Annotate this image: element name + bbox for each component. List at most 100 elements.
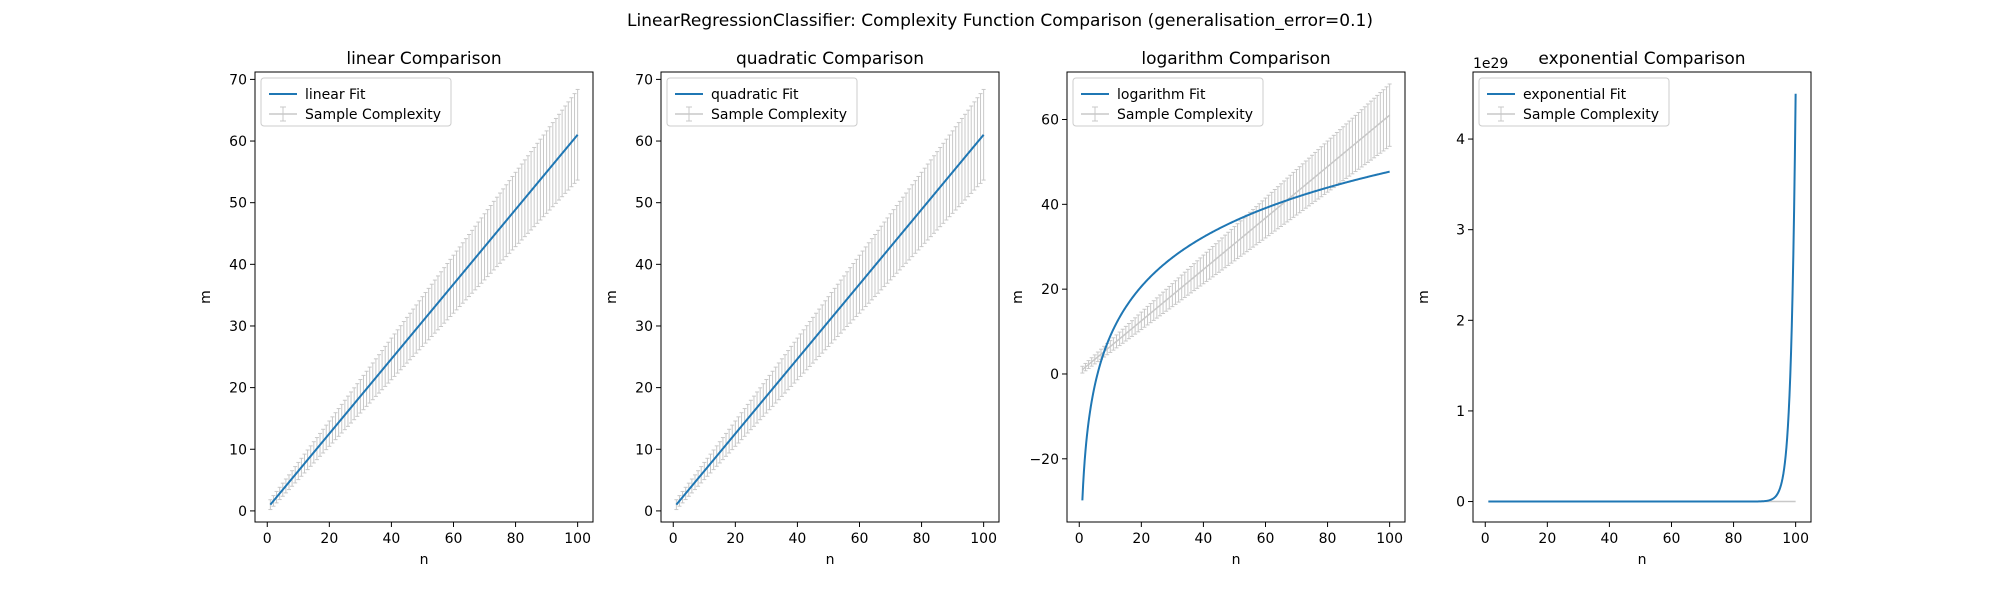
x-tick-label: 60 (1257, 531, 1275, 547)
y-tick-label: 20 (229, 381, 247, 397)
x-tick-label: 80 (1725, 531, 1743, 547)
x-tick-label: 80 (507, 531, 525, 547)
x-axis-label: n (826, 552, 835, 568)
x-tick-label: 40 (788, 531, 806, 547)
y-tick-label: 0 (238, 504, 247, 520)
legend-box (1072, 77, 1264, 127)
subplot-title: quadratic Comparison (736, 49, 924, 69)
y-tick-label: 0 (644, 504, 653, 520)
y-tick-label: 30 (229, 319, 247, 335)
y-tick-label: 20 (635, 381, 653, 397)
legend-box (260, 77, 452, 127)
legend-fit-label: exponential Fit (1523, 87, 1627, 103)
y-tick-label: 40 (1041, 197, 1059, 213)
legend-fit-label: quadratic Fit (711, 87, 799, 103)
y-tick-label: 0 (1050, 367, 1059, 383)
y-tick-label: 40 (229, 257, 247, 273)
x-tick-label: 60 (445, 531, 463, 547)
plot-area (268, 88, 580, 511)
x-tick-label: 0 (1075, 531, 1084, 547)
y-tick-label: 10 (229, 442, 247, 458)
y-tick-label: 10 (635, 442, 653, 458)
y-tick-label: 2 (1456, 313, 1465, 329)
figure-suptitle: LinearRegressionClassifier: Complexity F… (627, 11, 1373, 31)
y-axis-label: m (1010, 290, 1026, 304)
y-axis-label: m (604, 290, 620, 304)
axes-frame (1472, 71, 1812, 523)
x-tick-label: 20 (320, 531, 338, 547)
x-axis-label: n (1638, 552, 1647, 568)
x-tick-label: 0 (669, 531, 678, 547)
x-tick-label: 100 (970, 531, 997, 547)
legend-fit-label: linear Fit (305, 87, 366, 103)
legend-sample-label: Sample Complexity (1117, 107, 1253, 123)
x-tick-label: 80 (913, 531, 931, 547)
x-tick-label: 80 (1319, 531, 1337, 547)
x-tick-label: 0 (1481, 531, 1490, 547)
legend: linear Fit Sample Complexity (260, 77, 452, 127)
x-tick-label: 20 (1538, 531, 1556, 547)
legend: exponential Fit Sample Complexity (1478, 77, 1670, 127)
plot-area (1488, 93, 1797, 503)
legend-box (1478, 77, 1670, 127)
y-tick-label: 4 (1456, 132, 1465, 148)
x-tick-label: 20 (726, 531, 744, 547)
x-tick-label: 100 (1782, 531, 1809, 547)
y-tick-label: 60 (1041, 113, 1059, 129)
series-sample-complexity (674, 88, 986, 511)
y-tick-label: 40 (635, 257, 653, 273)
subplot-title: linear Comparison (346, 49, 501, 69)
subplot-1: 0 20 40 60 80 100 0 10 20 30 40 50 60 70 linear Compar… (198, 49, 594, 568)
x-axis-label: n (420, 552, 429, 568)
y-tick-label: 20 (1041, 282, 1059, 298)
y-axis-label: m (1416, 290, 1432, 304)
axes-frame (254, 71, 594, 523)
y-tick-label: 60 (229, 134, 247, 150)
y-tick-label: 0 (1456, 495, 1465, 511)
fit-line (269, 134, 579, 506)
x-tick-label: 100 (564, 531, 591, 547)
series-sample-complexity (1080, 83, 1392, 374)
y-axis-label: m (198, 290, 214, 304)
legend-sample-label: Sample Complexity (305, 107, 441, 123)
legend: quadratic Fit Sample Complexity (666, 77, 858, 127)
x-tick-label: 40 (1194, 531, 1212, 547)
x-axis-label: n (1232, 552, 1241, 568)
y-tick-label: 50 (635, 196, 653, 212)
x-tick-label: 40 (1600, 531, 1618, 547)
fit-line (1488, 93, 1797, 503)
y-tick-label: 30 (635, 319, 653, 335)
x-tick-label: 60 (851, 531, 869, 547)
fit-line (1081, 170, 1390, 501)
y-tick-label: 1 (1456, 404, 1465, 420)
subplot-2: 0 20 40 60 80 100 0 10 20 30 40 50 60 70 quadratic Com… (604, 49, 1000, 568)
x-tick-label: 0 (263, 531, 272, 547)
y-tick-label: 70 (635, 72, 653, 88)
x-tick-label: 60 (1663, 531, 1681, 547)
legend: logarithm Fit Sample Complexity (1072, 77, 1264, 127)
x-tick-label: 20 (1132, 531, 1150, 547)
subplot-title: logarithm Comparison (1141, 49, 1330, 69)
y-offset-text: 1e29 (1473, 56, 1508, 72)
subplot-3: 0 20 40 60 80 100 −20 0 20 40 60 logarithm Comparis… (1010, 49, 1406, 568)
plot-area (674, 88, 986, 511)
axes-frame (1066, 71, 1406, 523)
y-tick-label: 50 (229, 196, 247, 212)
x-tick-label: 40 (382, 531, 400, 547)
subplot-4: 0 20 40 60 80 100 0 1 2 3 4 exponential Comparison n… (1416, 49, 1812, 568)
x-tick-label: 100 (1376, 531, 1403, 547)
plot-area (1080, 83, 1392, 501)
y-tick-label: 60 (635, 134, 653, 150)
axes-frame (660, 71, 1000, 523)
legend-fit-label: logarithm Fit (1117, 87, 1206, 103)
legend-sample-label: Sample Complexity (1523, 107, 1659, 123)
y-tick-label: 3 (1456, 223, 1465, 239)
y-tick-label: −20 (1029, 452, 1059, 468)
sample-mean-line (1081, 114, 1391, 371)
fit-line (675, 134, 985, 506)
legend-box (666, 77, 858, 127)
subplot-title: exponential Comparison (1538, 49, 1745, 69)
series-sample-complexity (268, 88, 580, 511)
